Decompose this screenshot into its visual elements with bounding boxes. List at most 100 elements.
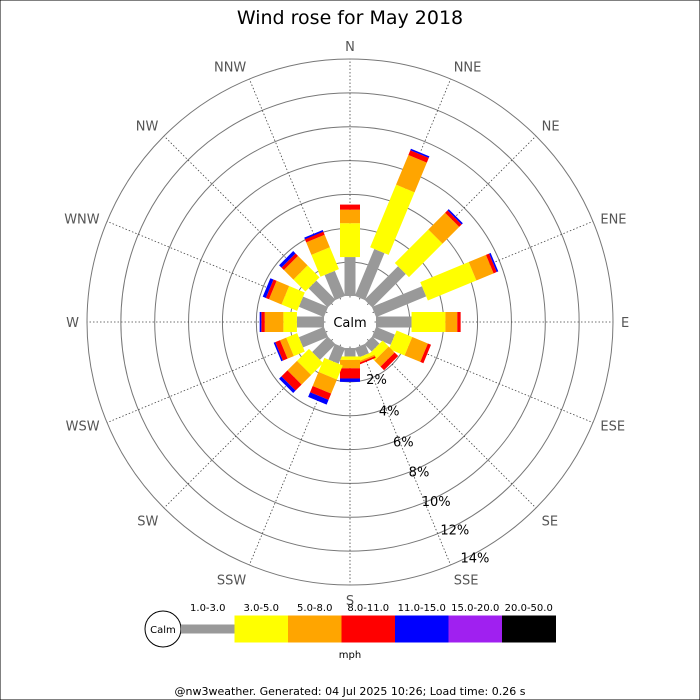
bar-w-segment-3-0-5-0 <box>283 312 297 332</box>
bar-sse-segment-1-0-3-0 <box>354 343 369 358</box>
bar-n-segment-3-0-5-0 <box>340 223 360 258</box>
bar-nw-segment-1-0-3-0 <box>308 280 336 308</box>
bar-sw-segment-3-0-5-0 <box>297 348 324 375</box>
bar-e-segment-8-0-11-0 <box>457 312 461 332</box>
bar-s-segment-11-0-15-0 <box>340 378 360 382</box>
bar-ne-segment-11-0-15-0 <box>447 209 463 225</box>
calm-circle-group: Calm <box>326 298 374 346</box>
direction-label-se: SE <box>542 515 558 530</box>
bar-ene-segment-11-0-15-0 <box>489 252 499 273</box>
bar-sw-segment-8-0-11-0 <box>281 370 302 391</box>
bar-s <box>340 348 360 382</box>
bar-e-segment-3-0-5-0 <box>411 312 446 332</box>
wind-bars <box>259 148 499 405</box>
bar-ese-segment-8-0-11-0 <box>420 343 432 364</box>
legend-swatch-15-0-20-0 <box>448 615 503 643</box>
bar-nw-segment-3-0-5-0 <box>293 265 320 292</box>
bar-wsw <box>273 326 329 362</box>
bar-ssw <box>308 343 346 405</box>
ring-6-percent <box>221 193 479 451</box>
bar-n-segment-5-0-8-0 <box>340 209 360 224</box>
direction-label-wsw: WSW <box>66 420 100 435</box>
bar-nnw <box>304 230 346 301</box>
bar-nne-segment-1-0-3-0 <box>354 248 385 301</box>
legend-label-1-0-3-0: 1.0-3.0 <box>190 603 225 614</box>
ring-label-12: 12% <box>440 524 469 539</box>
footer-text: @nw3weather. Generated: 04 Jul 2025 10:2… <box>175 685 526 698</box>
bar-ene <box>371 252 499 318</box>
direction-label-ne: NE <box>542 119 560 134</box>
bar-nne-segment-5-0-8-0 <box>396 154 427 193</box>
bar-wsw-segment-11-0-15-0 <box>273 342 283 362</box>
bar-nw <box>279 251 336 308</box>
bar-ssw-segment-1-0-3-0 <box>328 343 346 364</box>
bar-w-segment-1-0-3-0 <box>296 316 325 328</box>
legend-swatch-20-0-50-0 <box>502 615 556 643</box>
bar-nnw-segment-1-0-3-0 <box>324 270 346 301</box>
direction-label-s: S <box>346 594 354 609</box>
bar-w-segment-11-0-15-0 <box>259 312 262 332</box>
legend-label-3-0-5-0: 3.0-5.0 <box>244 603 279 614</box>
bar-sw-segment-11-0-15-0 <box>279 376 296 393</box>
bar-nw-segment-11-0-15-0 <box>279 251 296 268</box>
bar-e-segment-1-0-3-0 <box>376 316 412 328</box>
bar-w <box>259 312 325 332</box>
legend-label-15-0-20-0: 15.0-20.0 <box>451 603 499 614</box>
legend-label-20-0-50-0: 20.0-50.0 <box>505 603 553 614</box>
bar-nne-segment-3-0-5-0 <box>370 184 415 255</box>
bar-wnw-segment-11-0-15-0 <box>262 278 274 298</box>
bar-e <box>376 312 461 332</box>
speed-legend: Calm 1.0-3.0 3.0-5.0 5.0-8.0 8.0-11.0 11.0-15… <box>144 603 556 661</box>
bar-wsw-segment-1-0-3-0 <box>298 326 329 348</box>
legend-swatch-8-0-11-0 <box>341 615 396 643</box>
ring-label-14: 14% <box>460 552 489 567</box>
calm-label: Calm <box>333 316 366 331</box>
direction-label-ene: ENE <box>600 212 626 227</box>
bar-sw <box>279 336 336 393</box>
bar-nnw-segment-8-0-11-0 <box>304 231 325 243</box>
bar-w-segment-8-0-11-0 <box>261 312 265 332</box>
bar-wnw-segment-1-0-3-0 <box>298 296 329 318</box>
direction-label-e: E <box>621 316 629 331</box>
bar-wnw-segment-3-0-5-0 <box>281 285 305 311</box>
ring-label-6: 6% <box>393 435 414 450</box>
direction-label-ese: ESE <box>600 420 625 435</box>
legend-swatch-3-0-5-0 <box>234 615 289 643</box>
direction-label-sse: SSE <box>454 573 479 588</box>
direction-label-nne: NNE <box>454 61 482 76</box>
ring-12-percent <box>120 92 580 552</box>
direction-label-nw: NW <box>136 119 159 134</box>
ring-label-8: 8% <box>409 465 430 480</box>
bar-ne-segment-5-0-8-0 <box>428 212 460 244</box>
bar-ene-segment-8-0-11-0 <box>485 253 497 274</box>
direction-label-n: N <box>345 40 355 55</box>
bar-ene-segment-5-0-8-0 <box>468 254 494 281</box>
legend-swatch-5-0-8-0 <box>288 615 342 643</box>
bar-s-segment-1-0-3-0 <box>344 348 356 357</box>
bar-nne-segment-11-0-15-0 <box>410 148 430 158</box>
bar-s-segment-8-0-11-0 <box>340 368 360 379</box>
bar-sse-segment-8-0-11-0 <box>356 356 376 366</box>
bar-nne-segment-8-0-11-0 <box>408 150 429 163</box>
bar-w-segment-5-0-8-0 <box>264 312 284 332</box>
bar-ne-segment-3-0-5-0 <box>394 229 443 278</box>
bar-wsw-segment-5-0-8-0 <box>279 337 294 359</box>
bar-n-segment-1-0-3-0 <box>344 257 356 296</box>
bar-wnw-segment-8-0-11-0 <box>265 279 277 300</box>
chart-title: Wind rose for May 2018 <box>237 7 463 29</box>
bar-sse-segment-5-0-8-0 <box>355 354 376 364</box>
ring-label-4: 4% <box>379 404 400 419</box>
bar-e-segment-5-0-8-0 <box>445 312 458 332</box>
legend-label-8-0-11-0: 8.0-11.0 <box>347 603 389 614</box>
bar-nnw-segment-11-0-15-0 <box>304 230 324 240</box>
direction-label-sw: SW <box>137 515 158 530</box>
bar-sw-segment-5-0-8-0 <box>287 360 312 385</box>
bar-s-segment-5-0-8-0 <box>340 359 360 369</box>
calm-circle <box>326 298 374 346</box>
legend-label-11-0-15-0: 11.0-15.0 <box>398 603 446 614</box>
bar-nnw-segment-3-0-5-0 <box>311 247 339 277</box>
bar-ene-segment-1-0-3-0 <box>371 286 427 318</box>
bar-s-segment-3-0-5-0 <box>340 356 360 360</box>
bar-n-segment-8-0-11-0 <box>340 204 360 210</box>
